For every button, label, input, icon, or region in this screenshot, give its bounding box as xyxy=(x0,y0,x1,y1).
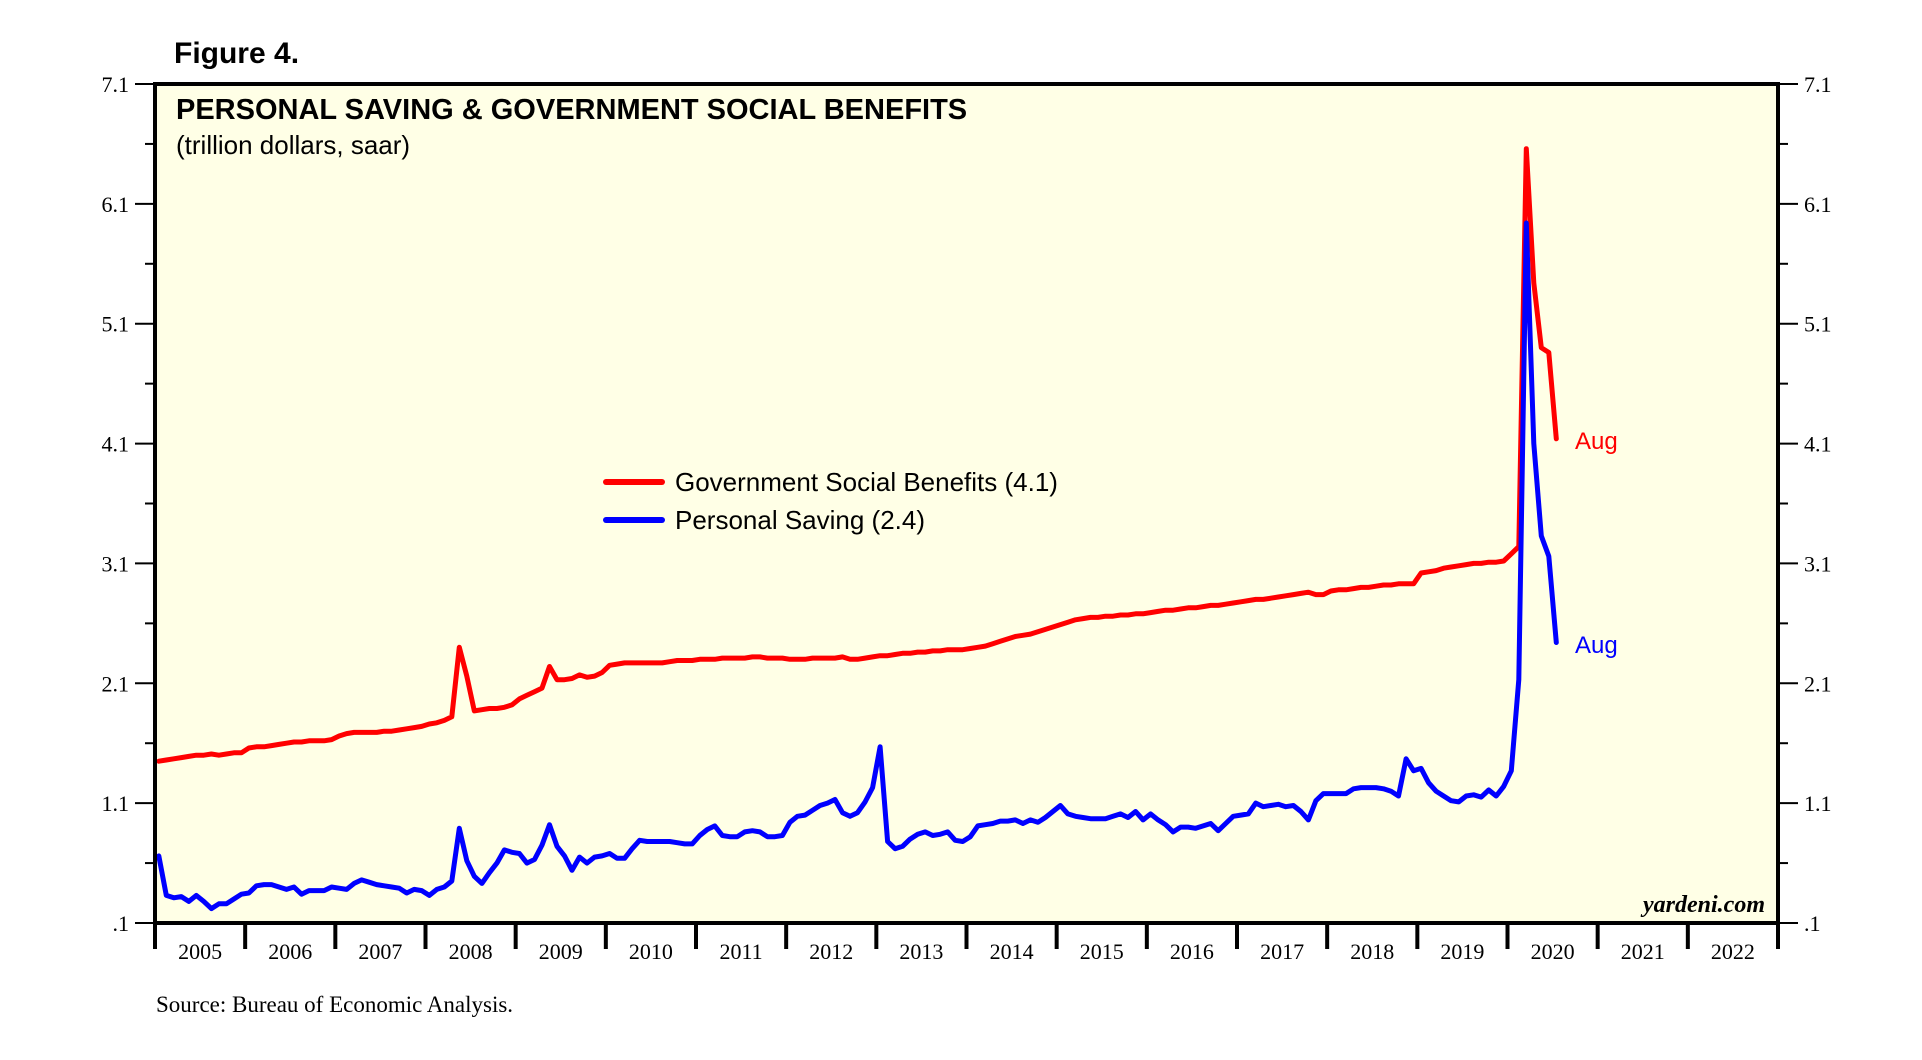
y-tick-label-right: 6.1 xyxy=(1804,192,1832,217)
chart-title: PERSONAL SAVING & GOVERNMENT SOCIAL BENE… xyxy=(176,94,967,126)
x-tick-label: 2008 xyxy=(449,939,493,964)
end-label-personal-saving: Aug xyxy=(1575,632,1618,659)
y-tick-label-left: 3.1 xyxy=(102,551,130,576)
x-tick-label: 2022 xyxy=(1711,939,1755,964)
x-tick-label: 2015 xyxy=(1080,939,1124,964)
x-tick-label: 2014 xyxy=(990,939,1034,964)
x-tick-label: 2017 xyxy=(1260,939,1304,964)
y-tick-label-right: .1 xyxy=(1804,911,1821,936)
y-tick-label-left: 5.1 xyxy=(102,312,130,337)
end-label-government-social-benefits: Aug xyxy=(1575,428,1618,455)
y-tick-label-left: 4.1 xyxy=(102,432,130,457)
x-tick-label: 2018 xyxy=(1350,939,1394,964)
y-tick-label-left: 1.1 xyxy=(102,791,130,816)
x-tick-label: 2006 xyxy=(268,939,312,964)
y-tick-label-left: .1 xyxy=(113,911,130,936)
y-tick-label-right: 2.1 xyxy=(1804,671,1832,696)
series-line-personal-saving xyxy=(156,220,1559,912)
legend-label-personal-saving: Personal Saving (2.4) xyxy=(675,505,925,535)
x-tick-label: 2016 xyxy=(1170,939,1214,964)
chart-subtitle: (trillion dollars, saar) xyxy=(176,130,410,160)
x-tick-label: 2019 xyxy=(1440,939,1484,964)
y-axis-right: .1 1.1 2.1 3.1 4.1 5.1 6.1 7.1 xyxy=(1778,72,1832,936)
source-note: Source: Bureau of Economic Analysis. xyxy=(156,992,513,1017)
x-tick-label: 2012 xyxy=(809,939,853,964)
y-tick-label-right: 7.1 xyxy=(1804,72,1832,97)
x-tick-label: 2009 xyxy=(539,939,583,964)
legend-label-government-social-benefits: Government Social Benefits (4.1) xyxy=(675,467,1058,497)
series-layer xyxy=(156,146,1559,912)
x-tick-label: 2013 xyxy=(899,939,943,964)
series-line-government-social-benefits xyxy=(156,146,1559,764)
x-tick-label: 2010 xyxy=(629,939,673,964)
x-tick-label: 2020 xyxy=(1531,939,1575,964)
y-tick-label-right: 3.1 xyxy=(1804,551,1832,576)
y-axis-left: .1 1.1 2.1 3.1 4.1 5.1 6.1 7.1 xyxy=(102,72,155,936)
y-tick-label-left: 6.1 xyxy=(102,192,130,217)
x-tick-label: 2007 xyxy=(358,939,402,964)
legend: Government Social Benefits (4.1) Persona… xyxy=(603,467,1058,535)
y-tick-label-left: 2.1 xyxy=(102,671,130,696)
plot-area xyxy=(155,84,1778,923)
figure-label: Figure 4. xyxy=(174,37,299,70)
x-tick-label: 2005 xyxy=(178,939,222,964)
y-tick-label-right: 5.1 xyxy=(1804,312,1832,337)
y-tick-label-right: 1.1 xyxy=(1804,791,1832,816)
x-axis: 2005 2006 2007 2008 2009 2010 2011 2012 2013 2014… xyxy=(153,923,1780,964)
y-tick-label-left: 7.1 xyxy=(102,72,130,97)
x-tick-label: 2011 xyxy=(719,939,762,964)
x-tick-label: 2021 xyxy=(1621,939,1665,964)
plot-frame xyxy=(153,82,1780,925)
y-tick-label-right: 4.1 xyxy=(1804,432,1832,457)
watermark: yardeni.com xyxy=(1640,892,1765,918)
